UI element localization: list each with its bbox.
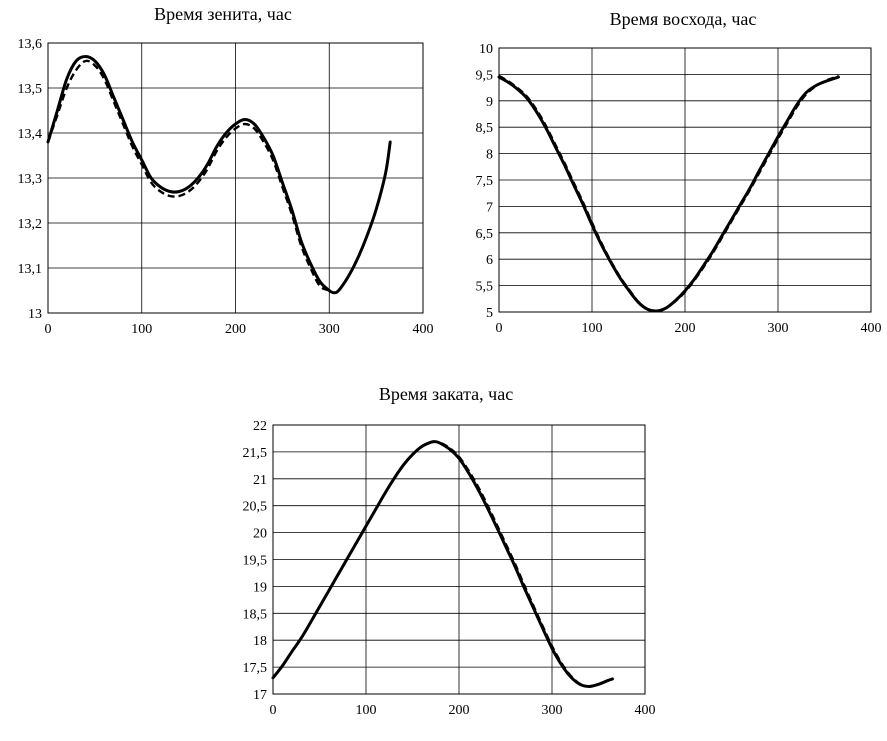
y-tick-label: 10: [479, 42, 493, 57]
y-tick-label: 13,1: [18, 262, 43, 277]
y-tick-label: 6,5: [476, 227, 494, 242]
plot-area-frame: [47, 42, 424, 314]
y-tick-label: 19,5: [243, 554, 268, 569]
chart-sunrise-time: Время восхода, час 5 5,5 6 6,5 7 7,5 8 8,5 9 9,5 10…: [476, 9, 882, 336]
y-tick-label: 6: [486, 253, 493, 268]
x-tick-label: 300: [319, 322, 340, 337]
y-tick-label: 5: [486, 306, 493, 321]
y-tick-label: 13,4: [18, 127, 43, 142]
chart-sunset-time: Время заката, час 17 17,5 18 18,5 19 19,5 20 20,…: [243, 384, 656, 718]
y-tick-label: 8: [486, 148, 493, 163]
y-tick-label: 7,5: [476, 174, 494, 189]
series-line-solid: [497, 75, 840, 313]
y-tick-label: 9: [486, 95, 493, 110]
series-line-dashed: [498, 74, 839, 313]
y-tick-label: 18: [253, 634, 267, 649]
y-tick-label: 20: [253, 527, 267, 542]
chart-title: Время заката, час: [379, 384, 513, 404]
y-tick-label: 13,3: [18, 172, 43, 187]
y-tick-label: 22: [253, 419, 267, 434]
plot-area-frame: [498, 47, 872, 313]
y-tick-label: 17: [253, 688, 267, 703]
y-tick-label: 18,5: [243, 607, 268, 622]
x-tick-label: 0: [45, 322, 52, 337]
y-tick-label: 8,5: [476, 121, 494, 136]
y-tick-label: 20,5: [243, 500, 268, 515]
x-tick-label: 0: [270, 703, 277, 718]
x-tick-label: 400: [861, 321, 882, 336]
y-tick-label: 5,5: [476, 280, 494, 295]
plot-area-frame: [272, 424, 646, 695]
y-tick-label: 21,5: [243, 446, 268, 461]
y-tick-label: 17,5: [243, 661, 268, 676]
y-tick-label: 13,5: [18, 82, 43, 97]
y-tick-label: 13: [28, 307, 42, 322]
series-line-dashed: [46, 59, 392, 294]
x-tick-label: 400: [635, 703, 656, 718]
y-tick-label: 13,6: [18, 37, 43, 52]
y-tick-label: 13,2: [18, 217, 43, 232]
x-tick-label: 200: [449, 703, 470, 718]
chart-title: Время восхода, час: [610, 9, 757, 29]
series-line-solid: [271, 440, 614, 688]
y-tick-label: 19: [253, 580, 267, 595]
chart-zenith-time: Время зенита, час 13 13,1 13,2 13,3 13,4 13,5 1…: [18, 4, 434, 337]
series-line-dashed: [272, 440, 613, 688]
x-tick-label: 100: [582, 321, 603, 336]
x-tick-label: 400: [413, 322, 434, 337]
x-tick-label: 100: [356, 703, 377, 718]
x-tick-label: 300: [768, 321, 789, 336]
y-tick-label: 21: [253, 473, 267, 488]
y-tick-label: 9,5: [476, 68, 494, 83]
chart-title: Время зенита, час: [154, 4, 292, 24]
x-tick-label: 200: [225, 322, 246, 337]
series-line-solid: [46, 55, 392, 295]
x-tick-label: 0: [496, 321, 503, 336]
y-tick-label: 7: [486, 200, 493, 215]
x-tick-label: 300: [542, 703, 563, 718]
x-tick-label: 100: [131, 322, 152, 337]
x-tick-label: 200: [675, 321, 696, 336]
